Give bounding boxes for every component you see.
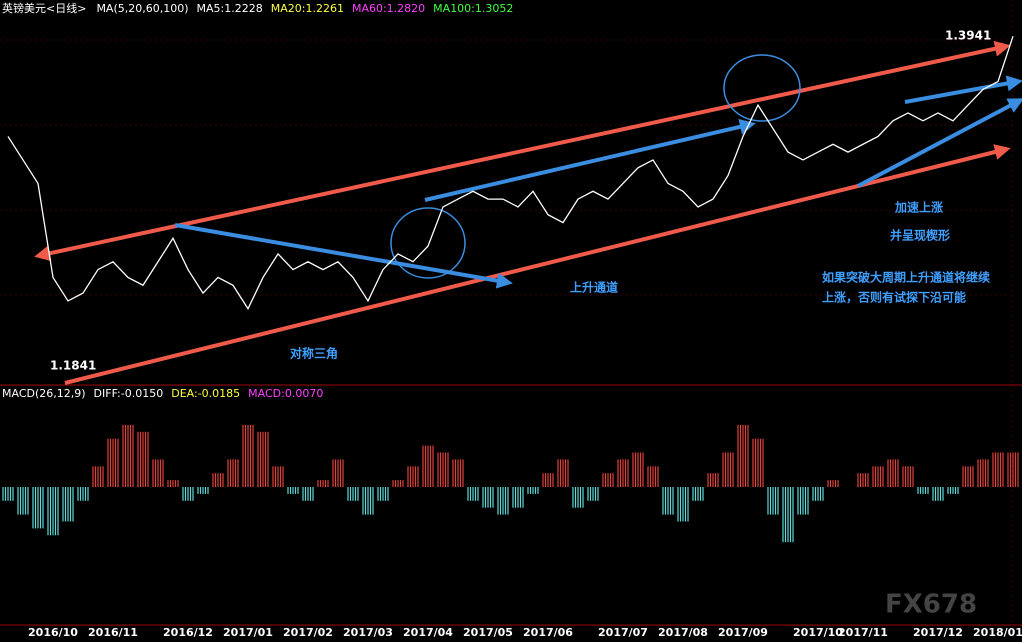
annotation: 对称三角 (290, 346, 338, 361)
x-tick-label: 2017/07 (598, 626, 648, 639)
x-tick-label: 2017/02 (283, 626, 333, 639)
annotation: 1.3941 (945, 29, 991, 43)
trend-lines (34, 40, 1022, 385)
annotation: 加速上涨 (894, 200, 943, 215)
price-line (7, 35, 1014, 311)
x-tick-label: 2017/09 (718, 626, 768, 639)
annotation: 上涨，否则有试探下沿可能 (822, 290, 966, 305)
x-tick-label: 2018/01 (973, 626, 1022, 639)
chart-title: 英镑美元<日线> (2, 1, 86, 15)
annotation: 如果突破大周期上升通道将继续 (822, 270, 990, 285)
x-tick-label: 2017/01 (223, 626, 273, 639)
x-tick-label: 2016/12 (163, 626, 213, 639)
x-tick-label: 2017/04 (403, 626, 453, 639)
x-tick-label: 2016/11 (88, 626, 138, 639)
indicator: MA(5,20,60,100) (96, 2, 188, 15)
indicator: MA100:1.3052 (433, 2, 513, 15)
x-tick-label: 2017/08 (658, 626, 708, 639)
x-tick-label: 2017/06 (523, 626, 573, 639)
indicator: MACD:0.0070 (248, 387, 323, 400)
x-tick-label: 2017/03 (343, 626, 393, 639)
x-tick-label: 2017/10 (793, 626, 843, 639)
x-tick-label: 2017/05 (463, 626, 513, 639)
x-tick-label: 2017/12 (913, 626, 963, 639)
x-tick-label: 2016/10 (28, 626, 78, 639)
indicator: DIFF:-0.0150 (94, 387, 164, 400)
x-tick-label: 2017/11 (838, 626, 888, 639)
grid (0, 0, 1013, 625)
watermark: FX678 (885, 590, 977, 620)
indicator: DEA:-0.0185 (171, 387, 240, 400)
indicator: MA60:1.2820 (352, 2, 425, 15)
annotation: 1.1841 (50, 359, 96, 373)
indicator: MA20:1.2261 (271, 2, 344, 15)
annotation: 上升通道 (570, 280, 618, 295)
annotation: 并呈现楔形 (890, 228, 950, 243)
indicator: MA5:1.2228 (197, 2, 263, 15)
indicator: MACD(26,12,9) (2, 387, 86, 400)
